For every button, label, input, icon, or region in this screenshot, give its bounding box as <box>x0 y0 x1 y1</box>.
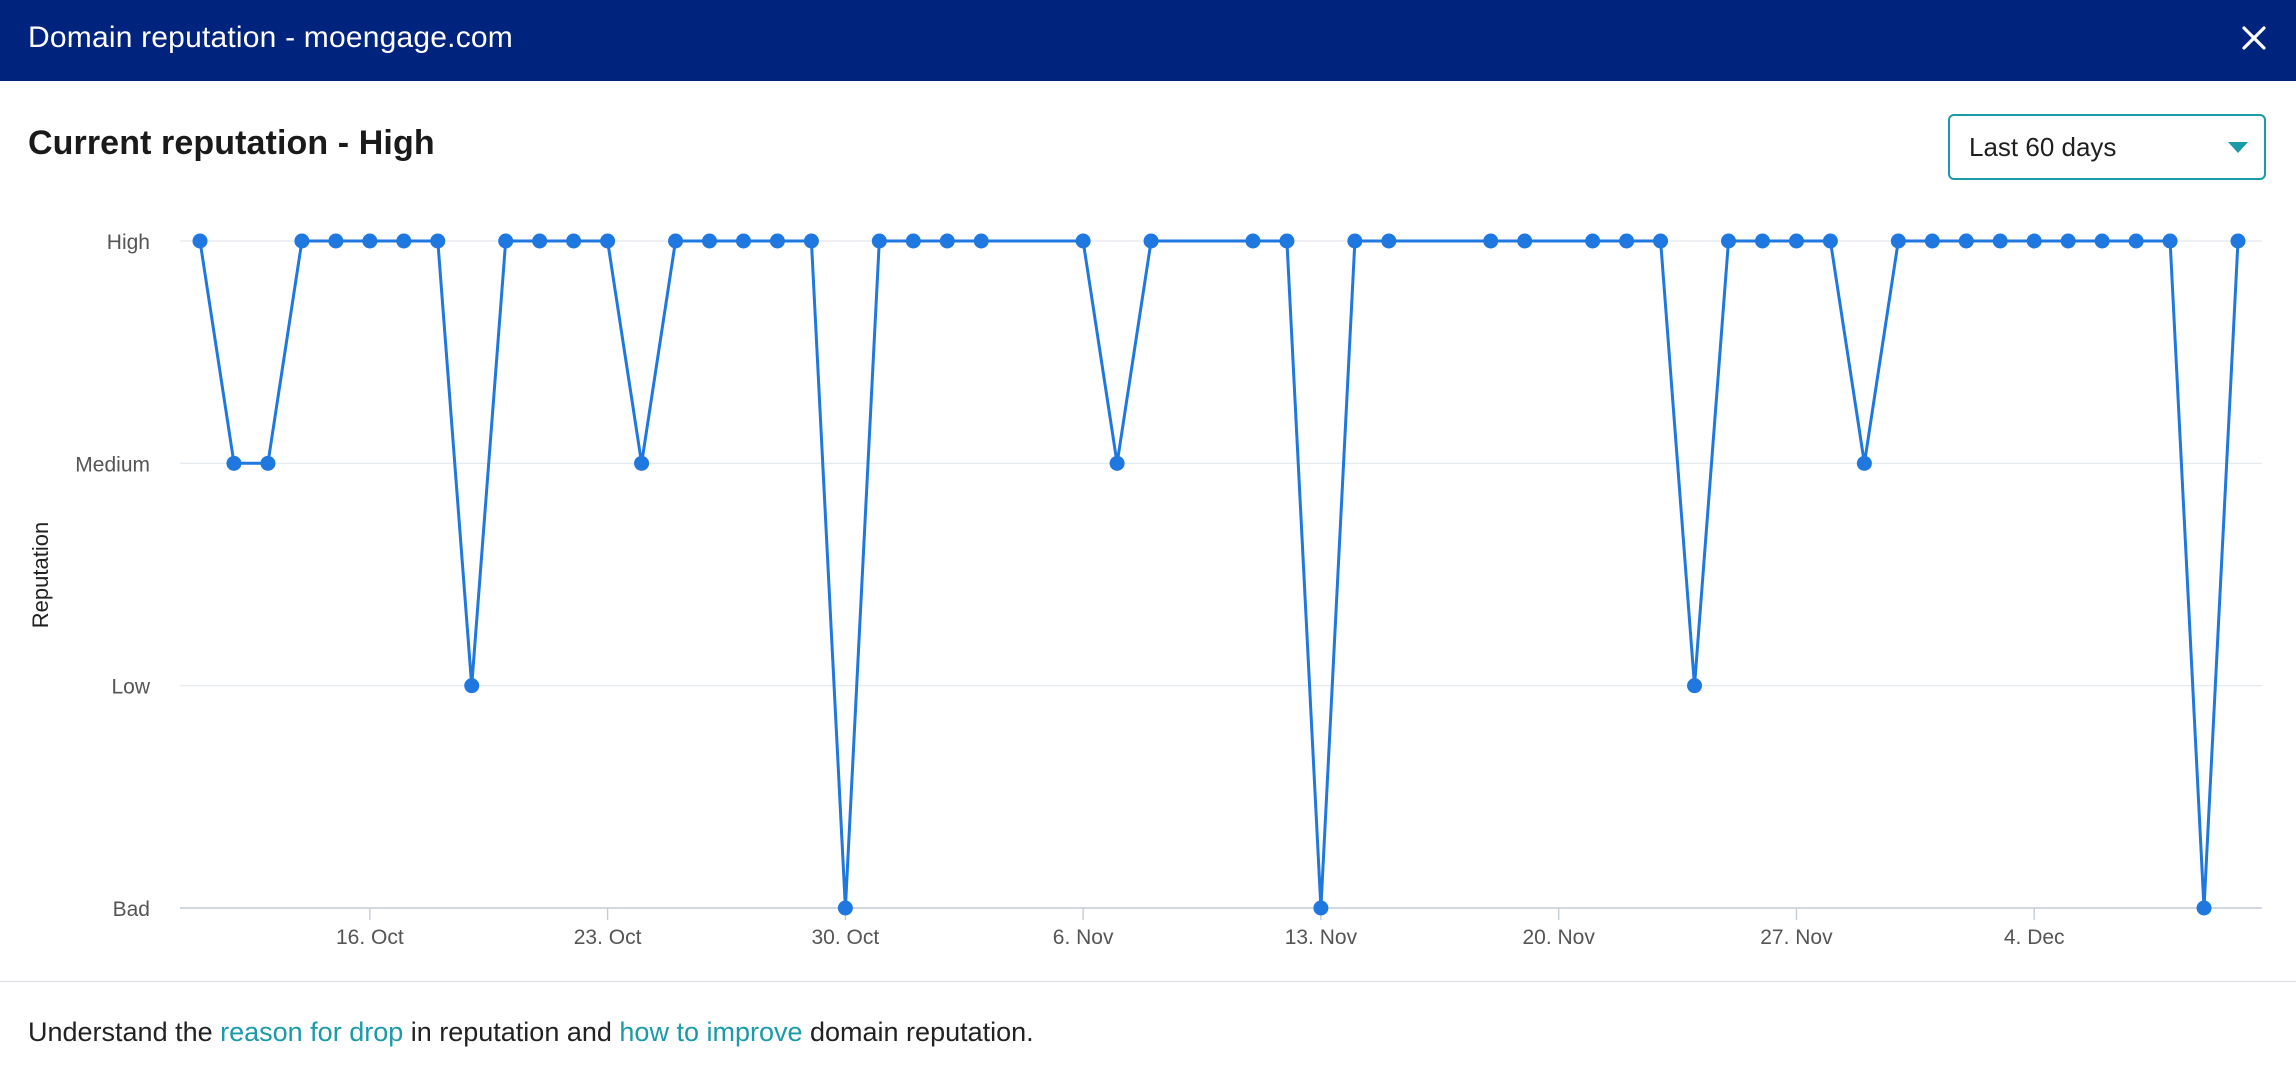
data-point <box>328 233 344 249</box>
data-point <box>668 233 684 249</box>
data-point <box>973 233 989 249</box>
data-point <box>2128 233 2144 249</box>
data-point <box>1619 233 1635 249</box>
data-point <box>498 233 514 249</box>
data-point <box>2162 233 2178 249</box>
data-point <box>1890 233 1906 249</box>
data-point <box>1653 233 1669 249</box>
data-point <box>634 455 650 471</box>
data-point <box>362 233 378 249</box>
footer-middle: in reputation and <box>403 1017 620 1047</box>
data-point <box>1822 233 1838 249</box>
data-point <box>1924 233 1940 249</box>
data-point <box>769 233 785 249</box>
data-point <box>1143 233 1159 249</box>
footer-text: Understand the reason for drop in reputa… <box>28 1017 1034 1048</box>
data-point <box>2196 900 2212 916</box>
y-tick-label-high: High <box>107 231 150 254</box>
chevron-down-icon <box>2228 142 2248 153</box>
data-point <box>1754 233 1770 249</box>
footer-suffix: domain reputation. <box>802 1017 1034 1047</box>
data-point <box>702 233 717 249</box>
data-point <box>1075 233 1091 249</box>
series-line <box>198 239 2240 910</box>
x-tick-label: 30. Oct <box>812 926 880 949</box>
data-point <box>939 233 955 249</box>
dialog-header: Domain reputation - moengage.com <box>0 0 2296 81</box>
data-point <box>803 233 819 249</box>
data-point <box>2026 233 2042 249</box>
data-point <box>294 233 310 249</box>
data-point <box>192 233 208 249</box>
data-point <box>1958 233 1974 249</box>
x-tick-label: 6. Nov <box>1053 926 1114 949</box>
x-tick-label: 13. Nov <box>1285 926 1358 949</box>
data-point <box>1721 233 1736 249</box>
data-point <box>1483 233 1499 249</box>
dialog-title: Domain reputation - moengage.com <box>28 21 513 54</box>
y-tick-label-bad: Bad <box>113 898 150 921</box>
data-point <box>1313 900 1329 916</box>
data-point <box>430 233 446 249</box>
data-point <box>1279 233 1295 249</box>
y-tick-label-medium: Medium <box>75 453 150 476</box>
x-tick-label: 27. Nov <box>1760 926 1833 949</box>
data-point <box>260 455 276 471</box>
footer-prefix: Understand the <box>28 1017 221 1047</box>
date-range-select[interactable]: Last 60 days <box>1948 114 2266 180</box>
y-axis-title: Reputation <box>28 521 53 629</box>
current-reputation-heading: Current reputation - High <box>28 124 435 162</box>
data-point <box>1687 678 1703 694</box>
date-range-value: Last 60 days <box>1969 132 2117 162</box>
x-tick-label: 16. Oct <box>336 926 404 949</box>
reason-for-drop-link[interactable]: reason for drop <box>220 1017 404 1047</box>
data-point <box>600 233 616 249</box>
data-point <box>226 455 242 471</box>
data-point <box>837 900 853 916</box>
data-point <box>396 233 412 249</box>
data-point <box>566 233 582 249</box>
data-point <box>1245 233 1261 249</box>
reputation-chart: Bad Low Medium High 16. Oct 23. Oct 30. Oct 6. … <box>75 231 2262 949</box>
data-point <box>1381 233 1397 249</box>
data-point <box>1585 233 1601 249</box>
data-point <box>2230 233 2246 249</box>
data-point <box>905 233 921 249</box>
data-point <box>2060 233 2076 249</box>
data-point <box>1992 233 2008 249</box>
close-icon <box>2242 26 2266 50</box>
x-tick-label: 23. Oct <box>574 926 642 949</box>
footer-divider <box>0 981 2296 982</box>
y-tick-label-low: Low <box>111 676 150 699</box>
data-point <box>1788 233 1804 249</box>
data-point <box>735 233 751 249</box>
close-button[interactable] <box>2234 18 2274 58</box>
data-point <box>1109 455 1125 471</box>
how-to-improve-link[interactable]: how to improve <box>619 1017 803 1047</box>
data-point <box>1347 233 1363 249</box>
data-point <box>1517 233 1533 249</box>
x-tick-label: 20. Nov <box>1522 926 1595 949</box>
data-point <box>532 233 548 249</box>
x-tick-label: 4. Dec <box>2004 926 2065 949</box>
data-point <box>1856 455 1872 471</box>
data-point <box>2094 233 2110 249</box>
data-point <box>871 233 887 249</box>
data-point <box>464 678 480 694</box>
